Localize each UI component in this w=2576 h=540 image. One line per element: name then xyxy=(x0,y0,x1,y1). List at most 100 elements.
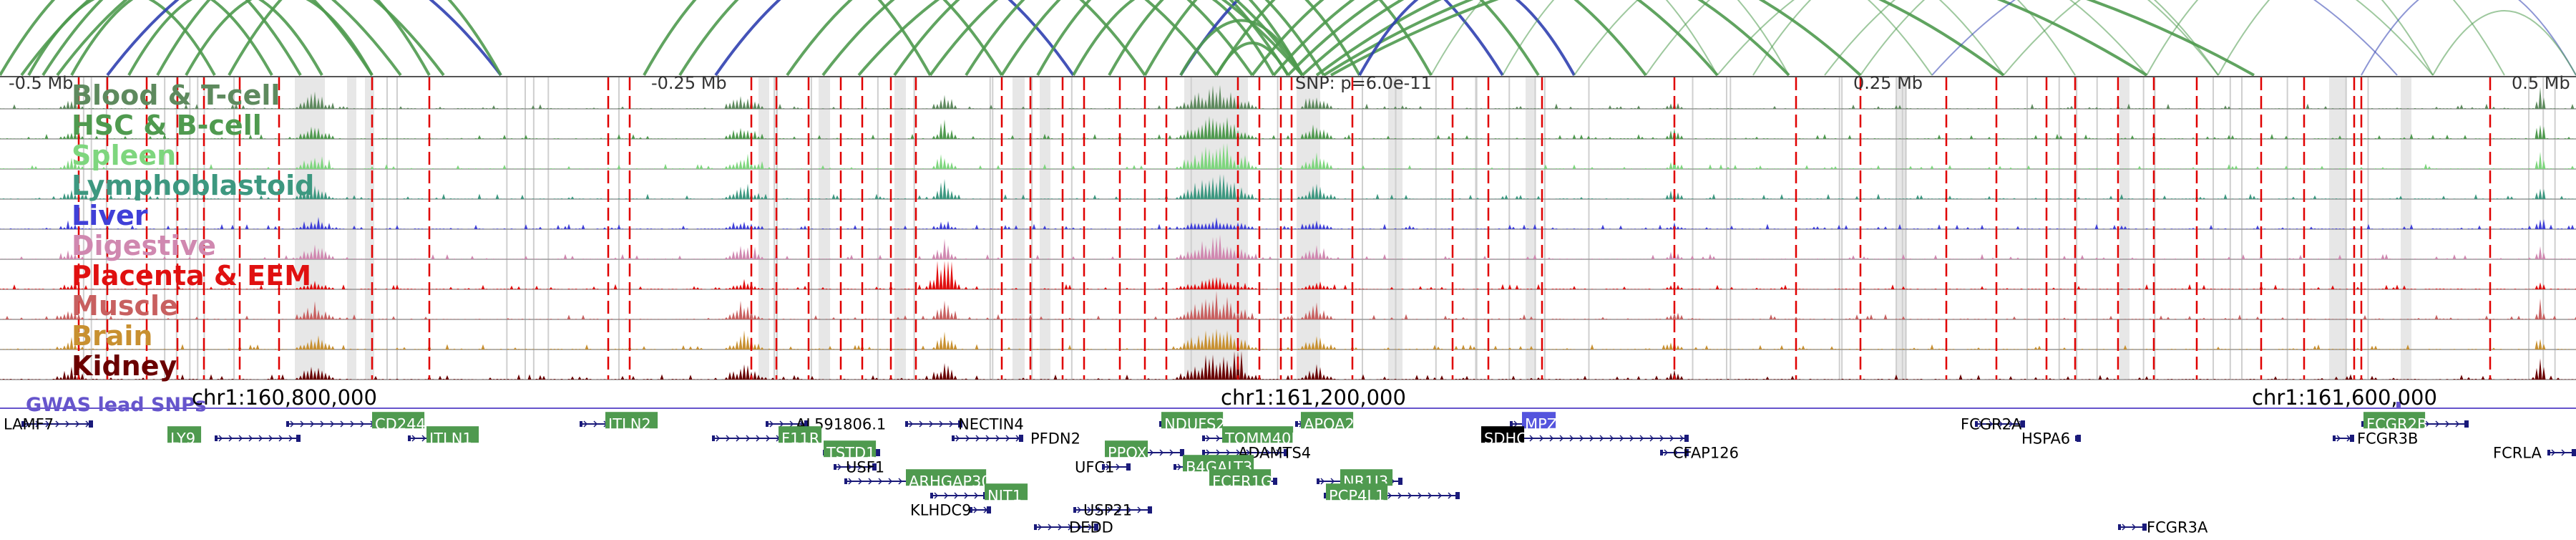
gene[interactable]: USF1 xyxy=(834,458,884,476)
strand-arrow xyxy=(35,420,40,428)
strand-arrow xyxy=(1559,435,1564,442)
gene-label-bg xyxy=(1209,469,1272,486)
strand-arrow xyxy=(985,435,990,442)
gene[interactable]: DEDD xyxy=(1034,519,1113,536)
coordinate-label: chr1:161,600,000 xyxy=(2252,385,2437,410)
gene[interactable]: NIT1 xyxy=(930,483,1028,504)
loop-arc xyxy=(1251,0,1647,77)
gene-exon xyxy=(1126,463,1131,471)
gene[interactable]: USP21 xyxy=(1073,501,1152,519)
strand-arrow xyxy=(288,435,293,442)
loop-arc xyxy=(1330,0,2255,77)
gene-label: UFC1 xyxy=(1075,458,1114,476)
strand-arrow xyxy=(1589,435,1594,442)
gene-exon xyxy=(2572,449,2576,456)
gene[interactable]: F11R xyxy=(712,426,822,447)
gene-label: FCGR2B xyxy=(2366,415,2427,433)
gene-exon xyxy=(1317,478,1319,484)
track-row xyxy=(0,143,2576,170)
strand-arrow xyxy=(1206,435,1211,442)
strand-arrow xyxy=(1674,449,1679,456)
gene-exon xyxy=(872,463,877,471)
gene-exon xyxy=(1159,421,1162,427)
loop-arc xyxy=(185,0,374,76)
gene[interactable]: NECTIN4 xyxy=(905,415,1024,433)
gene[interactable]: UFC1 xyxy=(1075,458,1131,476)
gene-label-bg xyxy=(779,426,822,443)
gene[interactable]: PCP4L1 xyxy=(1324,483,1460,504)
gene[interactable]: ITLN1 xyxy=(408,426,479,447)
gene[interactable]: FCRLA xyxy=(2493,444,2576,461)
gene[interactable]: TSTD1 xyxy=(823,440,880,461)
strand-arrow xyxy=(1169,449,1174,456)
gene[interactable]: FCGR2A xyxy=(1961,415,2025,433)
gene-exon xyxy=(1273,478,1277,485)
loop-arc xyxy=(1502,0,1790,76)
gene[interactable]: KLHDC9 xyxy=(910,501,991,519)
gene[interactable]: PPOX xyxy=(1105,440,1184,461)
strand-arrow xyxy=(837,463,842,471)
loop-arc xyxy=(643,0,932,76)
gene[interactable]: CFAP126 xyxy=(1660,444,1739,461)
gene-label-bg xyxy=(985,483,1028,501)
gene-exon xyxy=(844,478,847,484)
loop-arc xyxy=(1179,0,1504,77)
gene[interactable]: PFDN2 xyxy=(952,430,1080,447)
gene[interactable]: FCGR3B xyxy=(2333,430,2418,447)
gene-exon xyxy=(766,421,769,427)
gene-label: NDUFS2 xyxy=(1164,415,1226,433)
loop-arc xyxy=(1752,0,2076,76)
loop-arc xyxy=(1931,0,2398,76)
gene[interactable]: TOMM40L xyxy=(1202,426,1299,447)
strand-arrow xyxy=(878,478,883,485)
strand-arrow xyxy=(1448,492,1453,499)
gene-label-bg xyxy=(167,426,202,443)
loop-arc xyxy=(857,0,1304,77)
gene[interactable]: NDUFS2 xyxy=(1159,412,1226,433)
gene-label-bg xyxy=(1183,455,1254,472)
strand-arrow xyxy=(1216,449,1221,456)
strand-arrow xyxy=(1549,435,1554,442)
gene[interactable]: CD244 xyxy=(286,412,426,433)
gene[interactable]: LAMF7 xyxy=(4,415,93,433)
gene-label-bg xyxy=(605,412,658,429)
gene-label-bg xyxy=(1105,440,1148,458)
gene-exon xyxy=(1034,524,1037,530)
strand-arrow xyxy=(238,435,243,442)
gene-label: HSPA6 xyxy=(2021,430,2070,447)
gene-exon xyxy=(286,421,289,427)
gene-exon xyxy=(1174,464,1176,470)
loop-arc xyxy=(127,0,323,76)
loop-arc xyxy=(2361,0,2576,76)
gene-label: CFAP126 xyxy=(1673,444,1739,461)
gene-label-bg xyxy=(1522,412,1556,429)
gene[interactable]: APOA2 xyxy=(1295,412,1355,433)
strand-arrow xyxy=(290,420,295,428)
highlight-band xyxy=(1013,77,1025,380)
highlight-band xyxy=(2329,77,2347,380)
strand-arrow xyxy=(1599,435,1604,442)
strand-arrow xyxy=(2561,449,2566,456)
gene-exon xyxy=(1398,478,1402,485)
gene-exon xyxy=(2361,421,2364,427)
strand-arrow xyxy=(939,420,944,428)
gene[interactable]: SDHC xyxy=(1481,426,1689,447)
highlight-band xyxy=(758,77,769,380)
loop-arc xyxy=(228,0,502,76)
chromatin-loop-arcs xyxy=(0,0,2576,77)
gene[interactable]: ARHGAP30 xyxy=(844,469,991,490)
gene-exon xyxy=(1019,435,1023,442)
gene[interactable]: ITLN2 xyxy=(580,412,658,433)
gene[interactable]: FCGR3A xyxy=(2118,519,2208,536)
strand-arrow xyxy=(868,478,873,485)
strand-arrow xyxy=(2425,420,2430,428)
gene[interactable]: MPZ xyxy=(1510,412,1557,433)
gene[interactable]: FCGR2B xyxy=(2361,412,2469,433)
gene[interactable]: HSPA6 xyxy=(2021,430,2081,447)
loop-arc xyxy=(1000,0,1325,77)
gene-label: MPZ xyxy=(1525,415,1557,433)
gene[interactable]: LY9 xyxy=(167,426,301,447)
gene[interactable]: FCER1G xyxy=(1209,469,1278,490)
strand-arrow xyxy=(848,478,853,485)
